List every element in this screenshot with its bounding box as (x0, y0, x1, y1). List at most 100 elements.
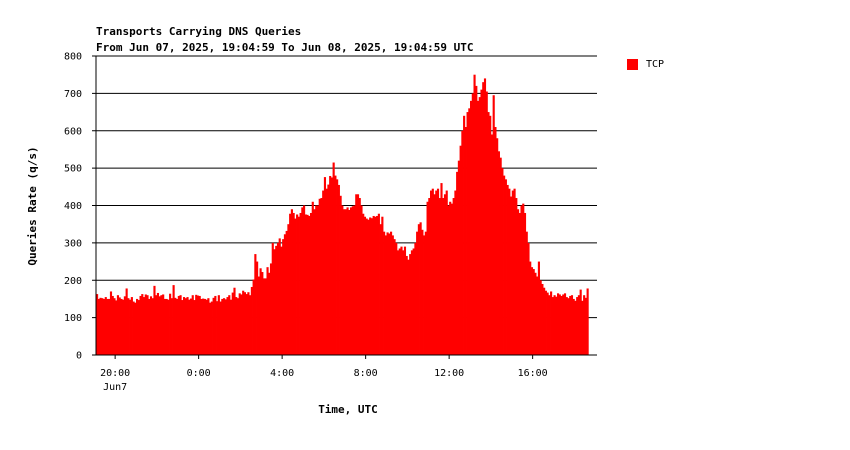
bar-tcp (297, 216, 300, 355)
bar-tcp (130, 297, 133, 355)
bar-tcp (170, 298, 173, 355)
bar-tcp (196, 295, 200, 355)
x-tick-labels: 20:00 Jun7 0:00 4:00 8:00 12:00 16:00 (100, 355, 548, 393)
bar-tcp (313, 209, 316, 355)
bar-tcp (416, 231, 419, 355)
bar-tcp (459, 145, 462, 355)
bar-tcp (463, 115, 466, 355)
bar-tcp (162, 294, 165, 355)
bar-tcp (132, 301, 135, 355)
bar-tcp (539, 280, 542, 355)
bar-tcp (303, 205, 306, 355)
bar-tcp (169, 293, 172, 355)
bar-tcp (113, 298, 116, 355)
bar-tcp (181, 300, 184, 355)
bar-tcp (579, 289, 582, 355)
bar-tcp (468, 108, 471, 355)
bar-tcp (518, 212, 521, 355)
bar-tcp (176, 298, 179, 355)
bar-tcp (327, 184, 330, 355)
bar-tcp (148, 298, 151, 355)
bar-tcp (513, 188, 516, 355)
y-tick-label-300: 300 (64, 238, 82, 249)
bar-tcp (389, 231, 393, 355)
bar-tcp (316, 205, 320, 355)
bar-tcp (141, 294, 144, 355)
bar-tcp (172, 285, 175, 355)
bar-tcp (409, 254, 412, 355)
bar-tcp (447, 205, 450, 355)
bar-tcp (395, 242, 398, 355)
bar-tcp (217, 295, 220, 355)
bar-tcp (259, 268, 262, 355)
bar-tcp (396, 250, 400, 355)
bar-tcp (435, 190, 438, 355)
bar-tcp (449, 201, 452, 355)
bar-tcp (410, 250, 414, 355)
bar-tcp (202, 298, 205, 355)
bar-tcp (363, 216, 367, 355)
bar-tcp (405, 255, 408, 355)
bar-tcp (501, 168, 504, 355)
bar-tcp (428, 198, 431, 355)
bar-tcp (294, 218, 297, 355)
bar-tcp (529, 261, 532, 355)
x-tick-label-20:00: 20:00 (100, 368, 130, 379)
bar-tcp (567, 298, 570, 355)
x-tick-label-16:00: 16:00 (518, 368, 548, 379)
bar-tcp (256, 261, 259, 355)
chart-subtitle: From Jun 07, 2025, 19:04:59 To Jun 08, 2… (96, 41, 474, 54)
bar-tcp (249, 295, 252, 355)
series-tcp-bars (96, 74, 589, 356)
bar-tcp (569, 295, 572, 355)
bar-tcp (186, 297, 189, 355)
bar-tcp (583, 295, 586, 355)
bar-tcp (576, 297, 579, 355)
bar-tcp (320, 198, 323, 355)
bar-tcp (506, 184, 509, 355)
bar-tcp (268, 272, 271, 355)
bar-tcp (515, 198, 518, 355)
bar-tcp (530, 267, 534, 355)
bar-tcp (236, 298, 240, 355)
bar-tcp (165, 298, 168, 355)
bar-tcp (466, 112, 469, 355)
bar-tcp (287, 224, 290, 355)
bar-tcp (497, 151, 500, 355)
bar-tcp (532, 269, 535, 355)
bar-tcp (271, 242, 274, 355)
bar-tcp (222, 298, 226, 355)
bar-tcp (301, 207, 304, 355)
bar-tcp (221, 298, 224, 355)
bar-tcp (424, 231, 427, 355)
bar-tcp (96, 294, 99, 355)
bar-tcp (289, 213, 292, 355)
bar-tcp (219, 301, 222, 355)
bar-tcp (285, 230, 288, 355)
bar-tcp (224, 299, 227, 355)
bar-tcp (123, 296, 126, 355)
bar-tcp (252, 279, 255, 355)
bar-tcp (570, 295, 574, 355)
bar-tcp (563, 293, 567, 355)
bar-tcp (163, 298, 166, 355)
bar-tcp (278, 238, 281, 355)
y-tick-label-800: 800 (64, 52, 82, 63)
bar-tcp (308, 215, 311, 355)
bar-tcp (235, 297, 238, 355)
bar-tcp (543, 287, 546, 355)
bar-tcp (417, 224, 420, 355)
bar-tcp (450, 203, 454, 355)
bar-tcp (210, 301, 213, 355)
bar-tcp (402, 250, 405, 355)
bar-tcp (343, 209, 346, 355)
bar-tcp (494, 127, 497, 355)
x-tick-label-4:00: 4:00 (270, 368, 294, 379)
bar-tcp (99, 297, 102, 355)
bar-tcp (541, 283, 544, 355)
bar-tcp (182, 297, 186, 355)
bar-tcp (403, 246, 407, 355)
bar-tcp (311, 201, 314, 355)
bar-tcp (179, 295, 182, 355)
